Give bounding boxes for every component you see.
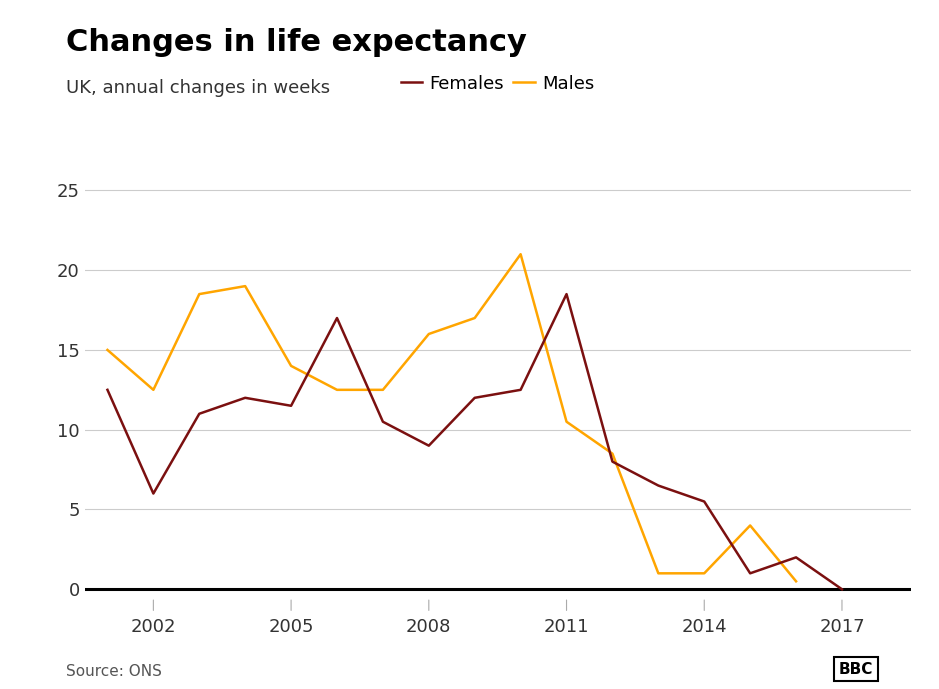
Text: Source: ONS: Source: ONS xyxy=(66,664,162,679)
Text: Changes in life expectancy: Changes in life expectancy xyxy=(66,28,527,56)
Text: UK, annual changes in weeks: UK, annual changes in weeks xyxy=(66,79,330,97)
Text: BBC: BBC xyxy=(839,661,873,677)
Legend: Females, Males: Females, Males xyxy=(393,68,602,100)
